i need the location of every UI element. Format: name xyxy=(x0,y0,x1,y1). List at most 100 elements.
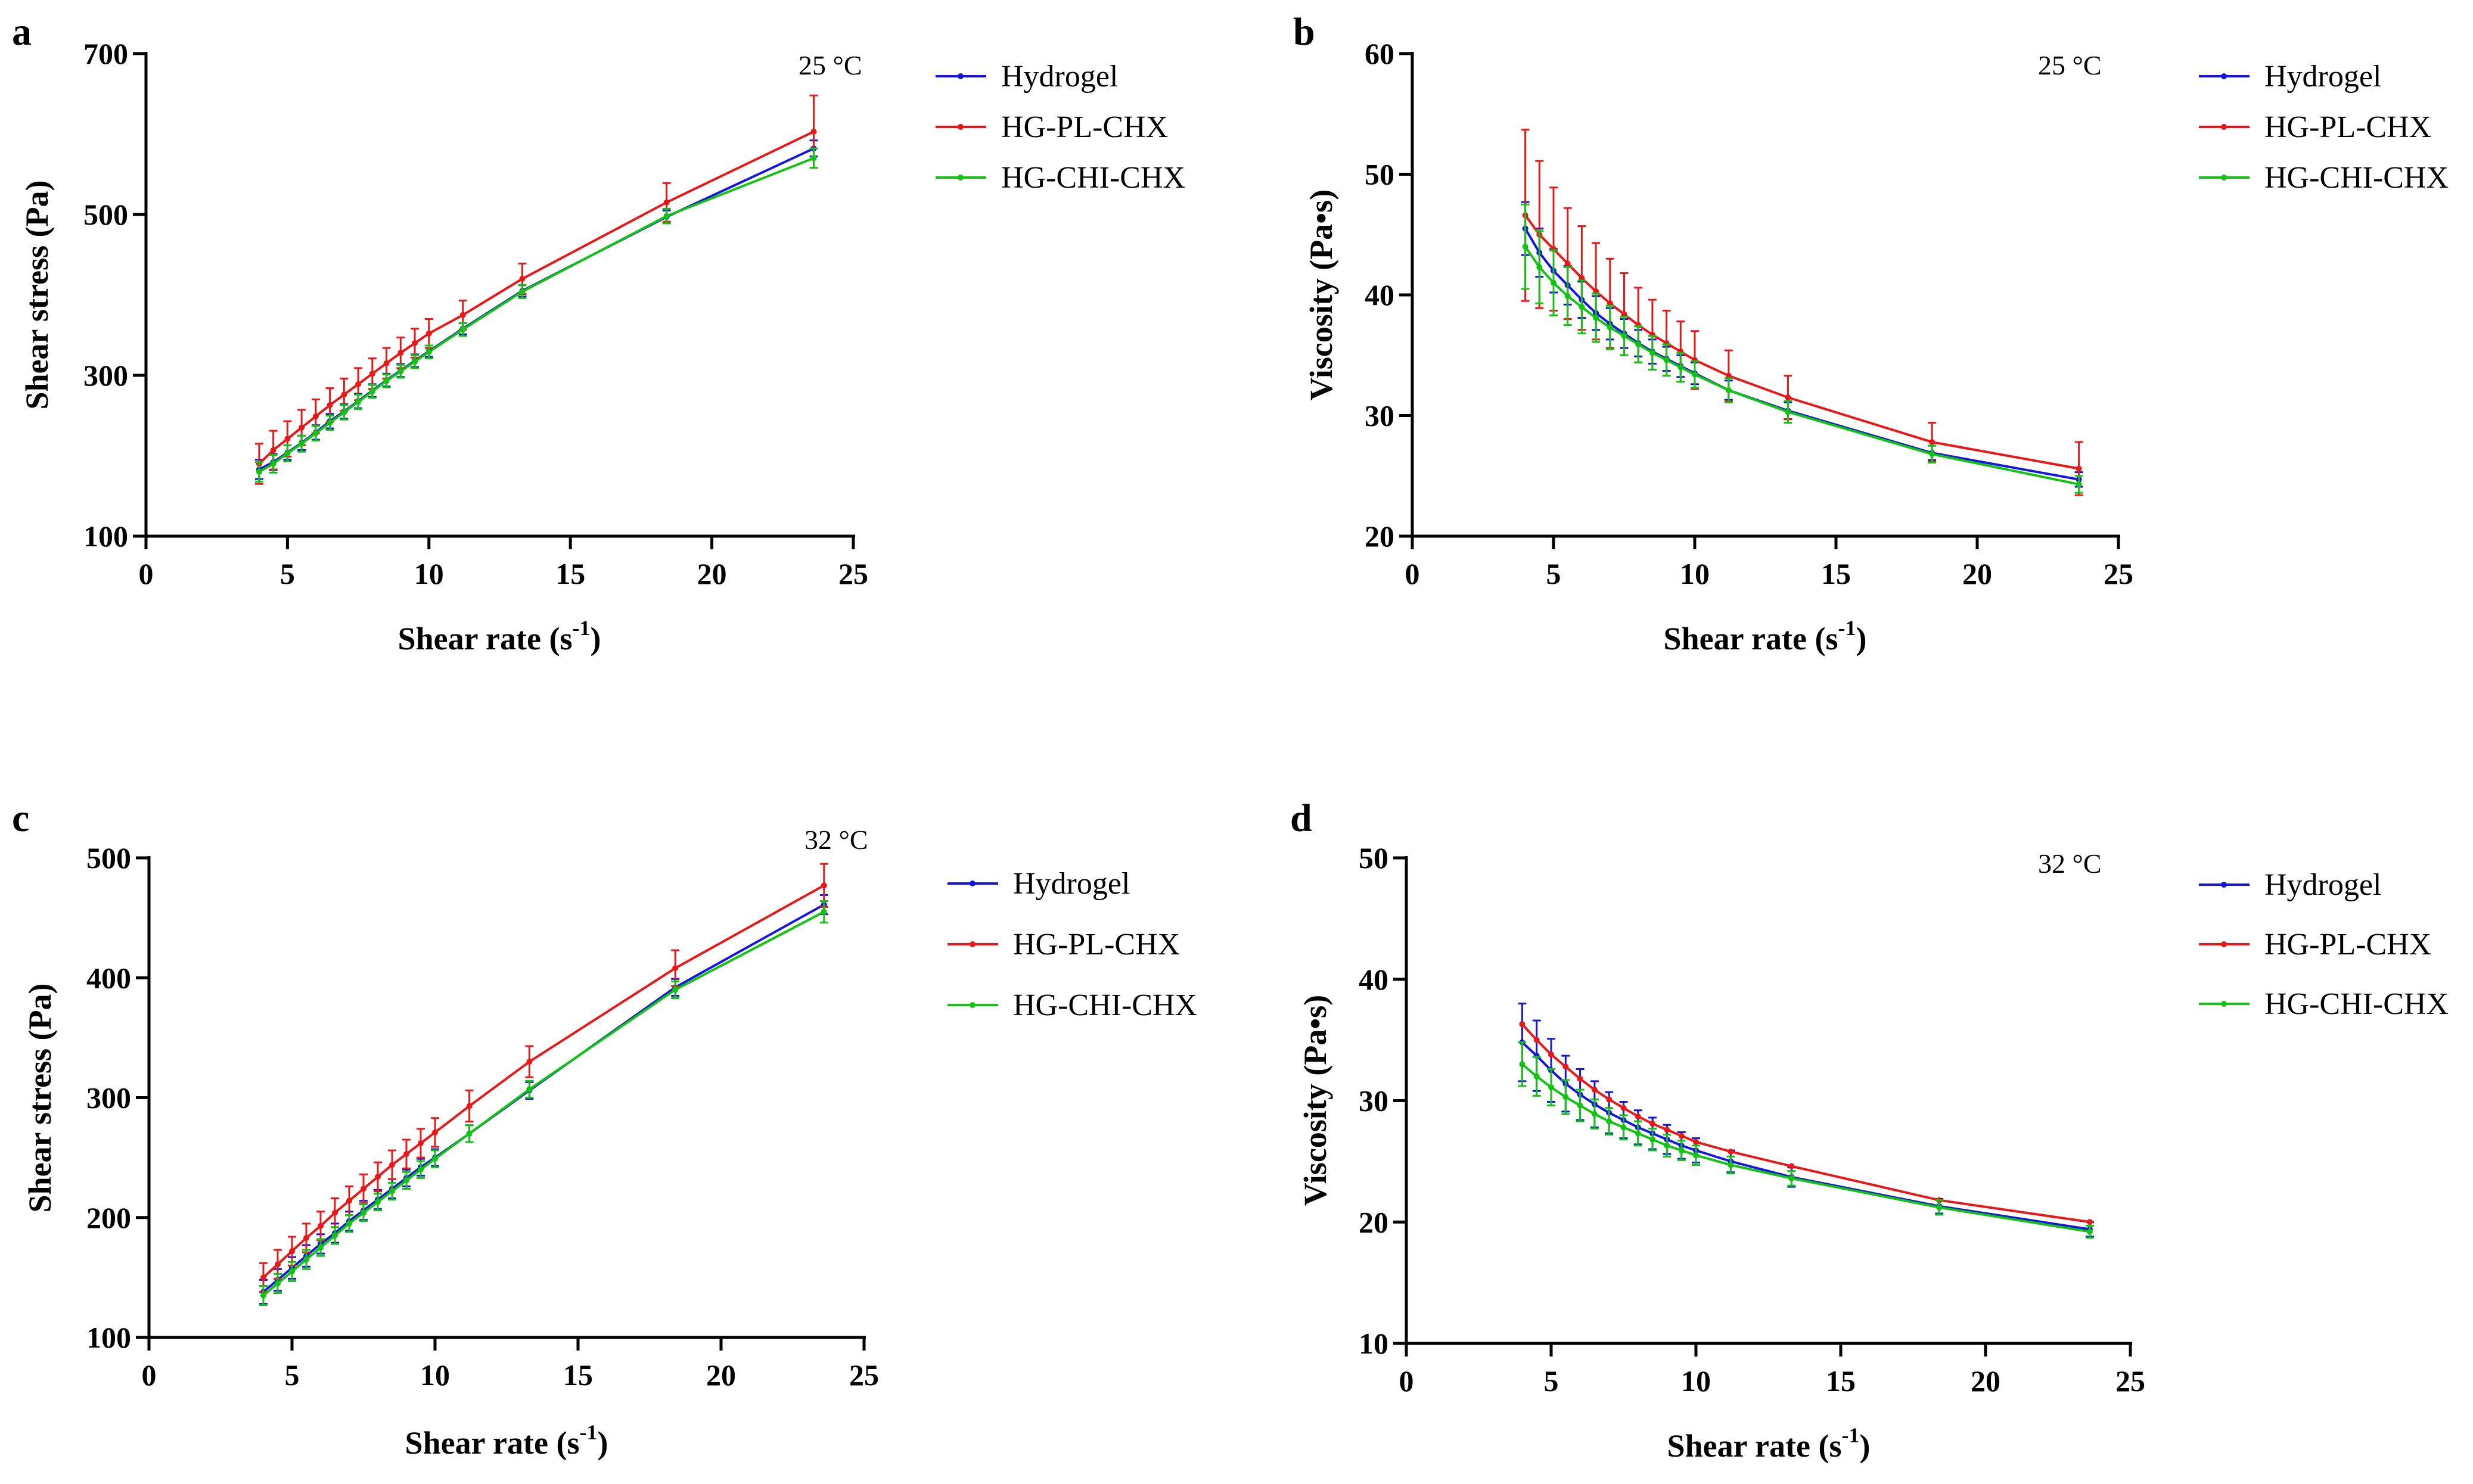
data-point xyxy=(418,1140,424,1146)
data-point xyxy=(1929,451,1935,458)
legend-marker xyxy=(958,124,964,130)
data-point xyxy=(425,349,432,355)
temperature-label: 32 °C xyxy=(2038,848,2102,879)
series-HG-PL-CHX xyxy=(254,94,818,485)
legend-marker xyxy=(970,1002,975,1008)
data-point xyxy=(1577,1075,1583,1082)
data-point xyxy=(260,1292,266,1299)
data-point xyxy=(284,450,291,456)
data-point xyxy=(1591,1110,1598,1117)
x-axis-title-sup: -1 xyxy=(579,1420,597,1444)
series-line xyxy=(258,157,815,473)
data-point xyxy=(1606,1096,1613,1103)
data-point xyxy=(1692,371,1698,378)
data-point xyxy=(821,909,827,915)
data-point xyxy=(432,1129,438,1135)
data-point xyxy=(341,391,347,398)
y-axis-title: Viscosity (Pa•s) xyxy=(1297,995,1333,1206)
data-point xyxy=(1621,332,1627,339)
y-tick-label: 30 xyxy=(1365,399,1394,433)
data-point xyxy=(289,1268,295,1275)
legend-label: Hydrogel xyxy=(1013,867,1130,901)
data-point xyxy=(663,213,670,219)
legend-marker xyxy=(970,881,975,886)
legend-label: Hydrogel xyxy=(2264,60,2381,94)
data-point xyxy=(1635,341,1642,348)
data-point xyxy=(418,1166,424,1173)
panel-letter: a xyxy=(12,10,32,54)
x-axis-title: Shear rate (s-1) xyxy=(398,616,601,657)
data-point xyxy=(1593,315,1599,321)
data-point xyxy=(403,1151,409,1158)
series-line xyxy=(1524,228,2079,481)
x-tick-label: 25 xyxy=(849,1358,879,1392)
data-point xyxy=(1607,324,1613,331)
panel-letter: c xyxy=(12,797,29,840)
data-point xyxy=(1785,409,1791,415)
x-tick-label: 10 xyxy=(1680,557,1710,590)
data-point xyxy=(519,276,526,282)
data-point xyxy=(1664,1127,1670,1133)
data-point xyxy=(1663,357,1670,363)
data-point xyxy=(412,359,418,365)
x-axis-title-main: Shear rate (s xyxy=(1664,621,1838,657)
data-point xyxy=(383,360,390,366)
data-point xyxy=(318,1222,324,1229)
data-point xyxy=(303,1234,309,1241)
data-point xyxy=(270,447,276,453)
data-point xyxy=(2086,1228,2093,1235)
data-point xyxy=(459,312,466,318)
x-axis-title-main: Shear rate (s xyxy=(398,621,573,657)
y-tick-label: 40 xyxy=(1359,963,1388,996)
y-tick-label: 100 xyxy=(86,1321,131,1354)
x-tick-label: 20 xyxy=(697,557,727,590)
y-tick-label: 50 xyxy=(1359,841,1388,875)
data-point xyxy=(389,1162,395,1168)
legend-marker xyxy=(958,73,964,79)
data-point xyxy=(2076,481,2082,487)
legend-marker xyxy=(970,941,975,947)
data-point xyxy=(312,413,319,419)
y-tick-label: 200 xyxy=(86,1201,131,1234)
x-tick-label: 25 xyxy=(2104,557,2133,590)
x-tick-label: 15 xyxy=(1826,1364,1856,1398)
legend-item: HG-PL-CHX xyxy=(2199,110,2431,144)
data-point xyxy=(519,288,526,295)
data-point xyxy=(1649,350,1655,356)
y-tick-label: 10 xyxy=(1359,1327,1388,1360)
series-Hydrogel xyxy=(254,139,818,480)
data-point xyxy=(1929,439,1935,446)
data-point xyxy=(526,1086,533,1093)
x-tick-label: 15 xyxy=(555,557,585,590)
data-point xyxy=(1522,244,1528,250)
series-line xyxy=(259,147,815,471)
x-tick-label: 5 xyxy=(285,1358,300,1392)
x-tick-label: 5 xyxy=(280,557,295,590)
data-point xyxy=(312,430,319,437)
data-point xyxy=(1536,264,1543,270)
y-tick-label: 60 xyxy=(1365,37,1394,70)
legend-label: Hydrogel xyxy=(2264,868,2381,902)
x-tick-label: 0 xyxy=(142,1358,157,1392)
legend-item: HG-PL-CHX xyxy=(936,110,1168,144)
data-point xyxy=(1579,304,1585,310)
x-axis-title-close: ) xyxy=(1856,621,1866,657)
data-point xyxy=(672,987,679,993)
y-tick-label: 100 xyxy=(83,519,128,553)
data-point xyxy=(318,1245,324,1251)
legend-item: HG-CHI-CHX xyxy=(936,161,1185,195)
data-point xyxy=(1678,1147,1685,1154)
series-line xyxy=(1524,214,2079,470)
data-point xyxy=(672,965,679,972)
data-point xyxy=(397,368,404,375)
legend-label: HG-CHI-CHX xyxy=(1013,988,1197,1022)
series-HG-CHI-CHX xyxy=(1518,1041,2094,1239)
series-HG-CHI-CHX xyxy=(259,900,828,1306)
data-point xyxy=(1635,1113,1641,1119)
series-Hydrogel xyxy=(1521,201,2083,488)
y-tick-label: 20 xyxy=(1365,519,1394,553)
data-point xyxy=(2076,465,2082,472)
data-point xyxy=(284,435,291,442)
legend-label: Hydrogel xyxy=(1001,60,1118,94)
legend-item: HG-PL-CHX xyxy=(2199,928,2431,962)
